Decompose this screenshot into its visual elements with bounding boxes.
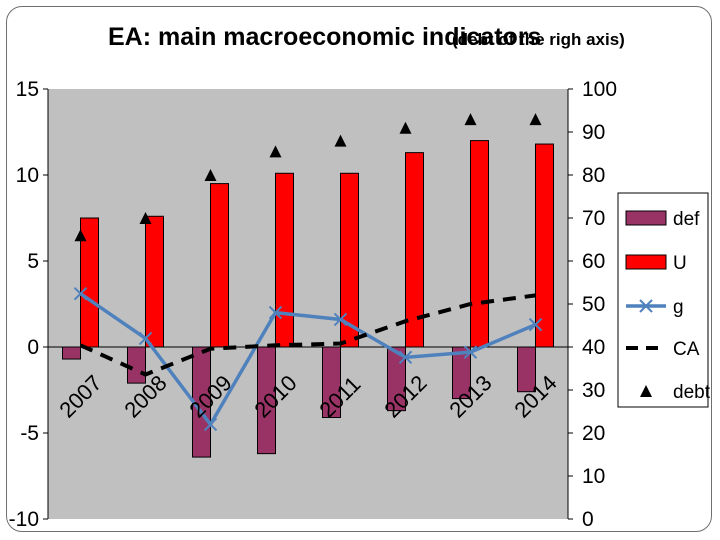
bar-def xyxy=(127,346,146,384)
bar-def xyxy=(62,346,81,360)
marker-debt xyxy=(399,121,412,134)
right-axis-tick-label: 70 xyxy=(582,207,605,230)
legend-swatch-U xyxy=(625,254,667,270)
bar-U xyxy=(145,215,164,348)
bar-def xyxy=(257,346,276,455)
legend-box xyxy=(617,192,709,408)
right-axis-tick-label: 80 xyxy=(582,164,605,187)
point-g xyxy=(138,331,153,346)
bar-U xyxy=(275,172,294,348)
point-g xyxy=(203,417,218,432)
left-axis-tick-label: -5 xyxy=(20,422,39,445)
right-axis-tick-label: 90 xyxy=(582,121,605,144)
legend-label-debt: debt xyxy=(673,382,711,403)
bar-U xyxy=(405,152,424,348)
right-axis-tick-label: 100 xyxy=(582,78,617,101)
legend-label-g: g xyxy=(673,297,684,318)
bar-def xyxy=(517,346,536,393)
point-g xyxy=(398,350,413,365)
left-axis-tick-label: 0 xyxy=(27,336,39,359)
legend-swatch-debt xyxy=(640,385,652,397)
marker-debt xyxy=(334,134,347,147)
marker-debt xyxy=(529,113,542,126)
point-g xyxy=(463,345,478,359)
left-axis-tick-label: 15 xyxy=(16,78,39,101)
line-series xyxy=(73,286,543,432)
point-g xyxy=(333,312,348,327)
legend-swatch-def xyxy=(625,210,667,226)
plot-area xyxy=(48,89,568,519)
right-axis-tick-label: 0 xyxy=(582,508,594,531)
legend-marker-g xyxy=(639,299,653,313)
legend-label-def: def xyxy=(673,209,700,230)
line-g xyxy=(79,292,537,428)
point-g xyxy=(73,286,88,301)
marker-debt xyxy=(139,212,152,224)
chart-subtitle: (debt of the righ axis) xyxy=(452,30,625,49)
left-axis-tick-label: 10 xyxy=(16,164,39,187)
legend-label-U: U xyxy=(673,253,687,274)
bar-U xyxy=(535,143,554,348)
legend-label-CA: CA xyxy=(673,339,700,360)
bar-U xyxy=(210,183,229,348)
point-g xyxy=(528,317,543,332)
marker-debt xyxy=(269,145,282,158)
bar-U xyxy=(470,140,489,348)
left-axis-tick-label: -10 xyxy=(9,508,39,531)
bar-U xyxy=(80,217,99,348)
left-axis-tick-label: 5 xyxy=(27,250,39,273)
right-axis-tick-label: 60 xyxy=(582,250,605,273)
right-axis-tick-label: 50 xyxy=(582,293,605,316)
bar-U xyxy=(340,172,359,348)
chart-title: EA: main macroeconomic indicators xyxy=(108,23,541,51)
right-axis-tick-label: 10 xyxy=(582,465,605,488)
legend: def Ug CA debt xyxy=(617,192,711,408)
bar-def xyxy=(322,346,341,419)
marker-debt xyxy=(464,113,477,126)
point-g xyxy=(268,305,283,320)
bar-series xyxy=(62,140,554,458)
right-axis-tick-label: 40 xyxy=(582,336,605,359)
right-axis-tick-label: 30 xyxy=(582,379,605,402)
right-axis-tick-label: 20 xyxy=(582,422,605,445)
marker-debt xyxy=(74,229,87,242)
debt-markers xyxy=(74,113,542,242)
bar-def xyxy=(452,346,471,400)
line-CA xyxy=(79,293,536,377)
marker-debt xyxy=(204,169,217,181)
